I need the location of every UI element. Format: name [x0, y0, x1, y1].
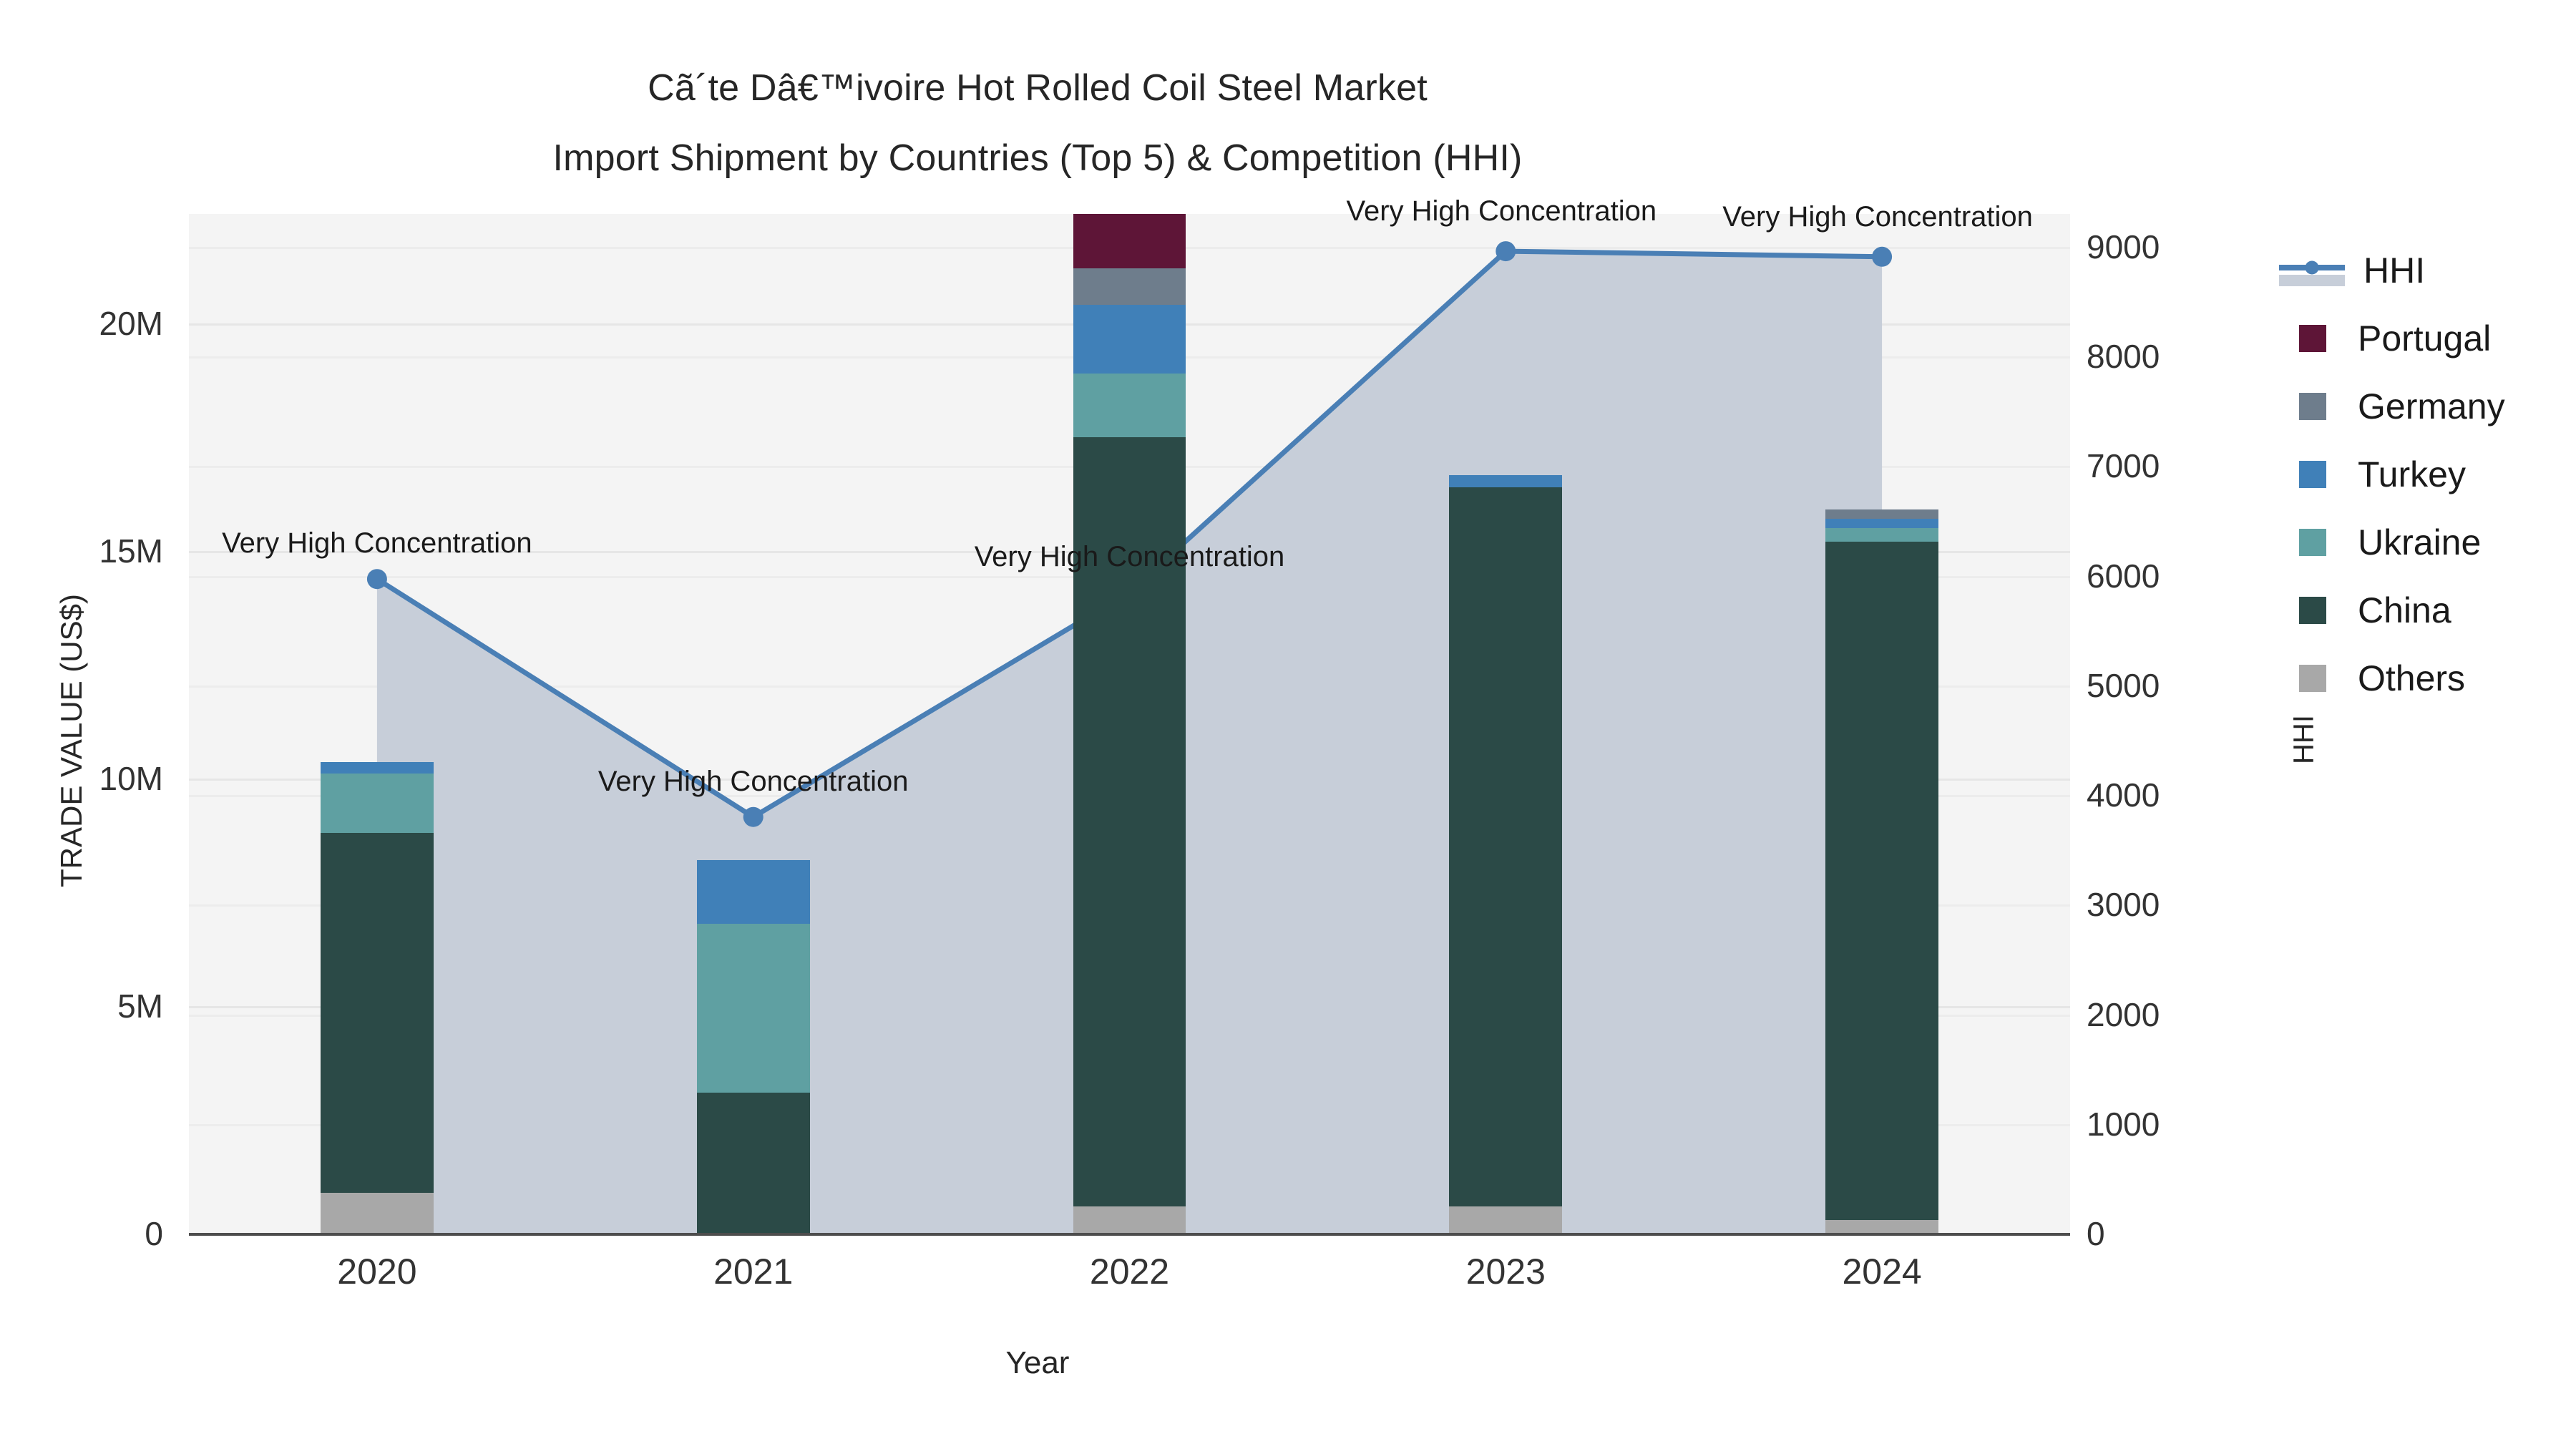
bar-segment-others-2023[interactable] [1449, 1206, 1563, 1234]
bar-segment-germany-2022[interactable] [1073, 268, 1186, 306]
hhi-marker-2021[interactable] [743, 806, 763, 827]
annotation-2020: Very High Concentration [222, 527, 532, 560]
bar-segment-turkey-2023[interactable] [1449, 475, 1563, 487]
y-tick-left-15M: 15M [99, 532, 163, 570]
legend-label: Ukraine [2358, 522, 2482, 562]
x-tick-2023: 2023 [1465, 1252, 1546, 1292]
bar-segment-others-2024[interactable] [1825, 1219, 1938, 1234]
legend-swatch-line-icon [2279, 255, 2345, 286]
bar-segment-ukraine-2021[interactable] [696, 923, 810, 1093]
bar-segment-china-2024[interactable] [1825, 541, 1938, 1220]
bar-segment-turkey-2024[interactable] [1825, 518, 1938, 528]
legend-item-china[interactable]: China [2279, 576, 2565, 644]
legend-item-ukraine[interactable]: Ukraine [2279, 508, 2565, 576]
bar-segment-germany-2024[interactable] [1825, 509, 1938, 519]
legend-swatch-germany-icon [2299, 392, 2326, 420]
bar-segment-china-2020[interactable] [321, 832, 434, 1193]
hhi-marker-2020[interactable] [366, 569, 387, 590]
x-axis-line [189, 1233, 2070, 1236]
y-axis-left-title: TRADE VALUE (US$) [54, 594, 88, 887]
legend-item-portugal[interactable]: Portugal [2279, 304, 2565, 372]
legend-label: HHI [2363, 250, 2426, 291]
y-tick-right-8000: 8000 [2087, 338, 2160, 376]
bar-segment-china-2021[interactable] [696, 1092, 810, 1234]
y-tick-right-6000: 6000 [2087, 557, 2160, 595]
plot-area [189, 214, 2070, 1234]
plot-clip [189, 214, 2070, 1234]
bar-segment-turkey-2020[interactable] [321, 761, 434, 774]
x-axis-title: Year [1005, 1345, 1070, 1380]
legend-label: Turkey [2358, 454, 2466, 494]
y-tick-right-5000: 5000 [2087, 666, 2160, 704]
hhi-marker-2024[interactable] [1872, 246, 1893, 267]
y-tick-right-3000: 3000 [2087, 886, 2160, 924]
bar-segment-china-2023[interactable] [1449, 487, 1563, 1206]
legend-swatch-portugal-icon [2299, 324, 2326, 352]
legend-item-turkey[interactable]: Turkey [2279, 440, 2565, 508]
chart-title: Cã´te Dâ€™ivoire Hot Rolled Coil Steel M… [0, 53, 2075, 193]
x-tick-2020: 2020 [337, 1252, 417, 1292]
bar-segment-turkey-2022[interactable] [1073, 304, 1186, 374]
y-tick-right-4000: 4000 [2087, 776, 2160, 814]
legend-item-others[interactable]: Others [2279, 644, 2565, 712]
annotation-2021: Very High Concentration [597, 765, 909, 797]
bar-group-2022[interactable] [1073, 214, 1186, 1234]
bar-segment-ukraine-2024[interactable] [1825, 527, 1938, 542]
x-tick-2024: 2024 [1842, 1252, 1922, 1292]
chart-title-line-2: Import Shipment by Countries (Top 5) & C… [552, 137, 1523, 179]
legend-label: Portugal [2358, 318, 2492, 358]
y-tick-right-7000: 7000 [2087, 447, 2160, 485]
legend-swatch-turkey-icon [2299, 460, 2326, 488]
y-tick-right-2000: 2000 [2087, 995, 2160, 1033]
chart-title-line-1: Cã´te Dâ€™ivoire Hot Rolled Coil Steel M… [648, 67, 1428, 109]
bar-segment-turkey-2021[interactable] [696, 859, 810, 924]
legend-label: Others [2358, 658, 2466, 698]
y-tick-right-9000: 9000 [2087, 228, 2160, 265]
annotation-2022: Very High Concentration [974, 540, 1285, 572]
x-tick-2021: 2021 [713, 1252, 794, 1292]
y-tick-left-5M: 5M [117, 987, 163, 1025]
legend-area-fill [2279, 274, 2345, 286]
bar-segment-portugal-2022[interactable] [1073, 214, 1186, 269]
x-tick-2022: 2022 [1089, 1252, 1170, 1292]
y-tick-right-1000: 1000 [2087, 1105, 2160, 1143]
bar-segment-others-2022[interactable] [1073, 1206, 1186, 1234]
legend-line-marker [2305, 260, 2319, 274]
annotation-2023: Very High Concentration [1346, 195, 1657, 228]
bar-group-2023[interactable] [1449, 475, 1563, 1234]
y-tick-left-10M: 10M [99, 759, 163, 797]
legend-label: China [2358, 590, 2451, 630]
y-tick-right-0: 0 [2087, 1215, 2105, 1252]
legend-swatch-china-icon [2299, 596, 2326, 624]
bar-group-2024[interactable] [1825, 509, 1938, 1234]
annotation-2024: Very High Concentration [1722, 200, 2033, 233]
bar-group-2020[interactable] [321, 761, 434, 1234]
bar-group-2021[interactable] [696, 859, 810, 1234]
chart-legend: HHI Portugal Germany Turkey Ukraine China Othe… [2279, 236, 2565, 712]
hhi-marker-2023[interactable] [1496, 241, 1516, 262]
legend-label: Germany [2358, 386, 2505, 426]
bar-segment-others-2020[interactable] [321, 1192, 434, 1234]
bar-segment-ukraine-2022[interactable] [1073, 373, 1186, 437]
legend-swatch-ukraine-icon [2299, 528, 2326, 556]
bar-segment-ukraine-2020[interactable] [321, 773, 434, 834]
legend-swatch-others-icon [2299, 664, 2326, 692]
legend-item-germany[interactable]: Germany [2279, 372, 2565, 440]
y-tick-left-0: 0 [145, 1215, 163, 1252]
y-tick-left-20M: 20M [99, 304, 163, 342]
bar-segment-china-2022[interactable] [1073, 436, 1186, 1206]
legend-item-hhi[interactable]: HHI [2279, 236, 2565, 304]
